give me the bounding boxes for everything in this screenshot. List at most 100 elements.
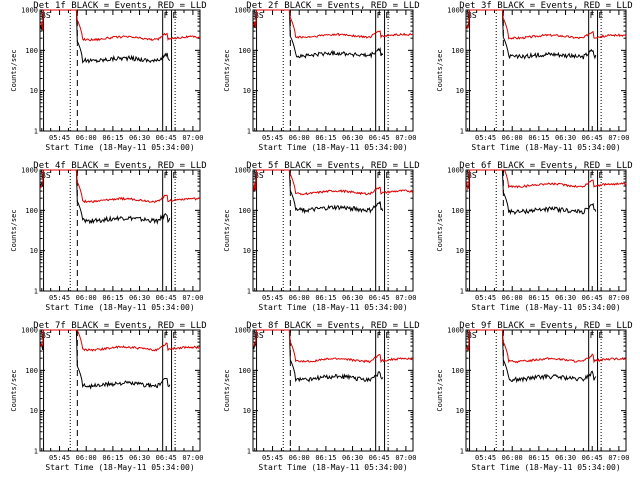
x-tick-label: 05:45 [49,454,70,462]
x-tick-label: 06:45 [582,134,603,142]
events-series-line [39,169,171,225]
x-tick-label: 06:30 [342,134,363,142]
y-tick-label: 1 [34,128,38,136]
x-tick-label: 06:30 [129,134,150,142]
events-series-line [252,329,384,383]
x-tick-label: 06:00 [289,294,310,302]
x-tick-label: 05:45 [262,454,283,462]
plot-title: Det 8f BLACK = Events, RED = LLD [246,321,419,331]
x-tick-label: 06:00 [289,134,310,142]
x-tick-label: 06:45 [369,454,390,462]
marker-label: E [173,171,178,180]
detector-plot: Det 3f BLACK = Events, RED = LLD 1 10 100 10… [436,1,633,152]
detector-plot: Det 5f BLACK = Events, RED = LLD 1 10 100 10… [223,161,420,312]
events-series-line [39,329,171,390]
x-tick-label: 05:45 [475,454,496,462]
x-axis-label: Start Time (18-May-11 05:34:00) [45,303,194,312]
y-tick-label: 1 [460,288,464,296]
x-tick-label: 06:15 [102,454,123,462]
y-tick-label: 100 [451,207,464,215]
marker-label: F [377,11,382,20]
y-tick-label: 10 [456,407,464,415]
marker-label: F [377,171,382,180]
marker-label: F [164,331,169,340]
plot-title: Det 4f BLACK = Events, RED = LLD [33,161,206,171]
x-axis-label: Start Time (18-May-11 05:34:00) [471,303,620,312]
x-tick-label: 06:45 [156,294,177,302]
marker-label: BS [41,11,51,20]
x-axis-label: Start Time (18-May-11 05:34:00) [258,143,407,152]
marker-label: BS [467,331,477,340]
plot-frame [252,9,414,132]
detector-plot: Det 9f BLACK = Events, RED = LLD 1 10 100 10… [436,321,633,472]
x-tick-label: 07:00 [182,454,203,462]
x-tick-label: 06:45 [582,294,603,302]
x-tick-label: 06:00 [76,454,97,462]
x-axis-label: Start Time (18-May-11 05:34:00) [471,143,620,152]
x-tick-label: 05:45 [475,294,496,302]
marker-label: BS [41,331,51,340]
plot-frame [465,169,627,292]
y-tick-label: 1000 [447,327,464,335]
y-tick-label: 10 [243,247,251,255]
x-axis-label: Start Time (18-May-11 05:34:00) [45,143,194,152]
lld-series-line [465,329,627,364]
events-series-line [252,9,384,59]
x-tick-label: 07:00 [395,294,416,302]
x-tick-label: 07:00 [395,454,416,462]
y-tick-label: 100 [238,367,251,375]
x-tick-label: 07:00 [608,454,629,462]
y-tick-label: 10 [243,87,251,95]
y-tick-label: 1000 [447,7,464,15]
detector-plot: Det 6f BLACK = Events, RED = LLD 1 10 100 10… [436,161,633,312]
plot-title: Det 1f BLACK = Events, RED = LLD [33,1,206,11]
plot-title: Det 2f BLACK = Events, RED = LLD [246,1,419,11]
marker-label: E [173,331,178,340]
x-tick-label: 06:15 [528,134,549,142]
x-tick-label: 06:15 [315,294,336,302]
y-tick-label: 10 [456,247,464,255]
y-axis-label: Counts/sec [436,49,444,91]
plot-frame [252,329,414,452]
x-tick-label: 06:45 [369,294,390,302]
events-series-line [465,169,597,216]
x-tick-label: 06:15 [102,294,123,302]
x-tick-label: 06:00 [502,294,523,302]
y-axis-label: Counts/sec [223,209,231,251]
marker-label: BS [467,171,477,180]
lld-series-line [39,329,201,352]
x-tick-label: 06:00 [76,134,97,142]
lld-series-line [252,169,414,196]
plot-frame [39,329,201,452]
y-tick-label: 100 [25,47,38,55]
plot-title: Det 6f BLACK = Events, RED = LLD [459,161,632,171]
x-tick-label: 06:30 [555,454,576,462]
x-tick-label: 06:45 [156,454,177,462]
y-tick-label: 10 [456,87,464,95]
y-tick-label: 1 [247,448,251,456]
x-tick-label: 06:45 [156,134,177,142]
plot-frame [39,169,201,292]
events-series-line [465,9,597,60]
y-axis-label: Counts/sec [436,369,444,411]
detector-plot: Det 2f BLACK = Events, RED = LLD 1 10 100 10… [223,1,420,152]
marker-label: E [599,171,604,180]
x-tick-label: 06:15 [102,134,123,142]
y-tick-label: 1000 [447,167,464,175]
y-tick-label: 100 [238,207,251,215]
lld-series-line [252,9,414,39]
x-tick-label: 05:45 [475,134,496,142]
marker-label: F [164,11,169,20]
y-tick-label: 1 [247,288,251,296]
marker-label: E [599,331,604,340]
y-axis-label: Counts/sec [10,49,18,91]
x-tick-label: 06:30 [129,454,150,462]
lld-series-line [40,169,201,204]
x-tick-label: 05:45 [262,294,283,302]
x-tick-label: 06:15 [528,454,549,462]
marker-label: BS [467,11,477,20]
x-tick-label: 06:30 [129,294,150,302]
x-tick-label: 06:30 [342,294,363,302]
x-axis-label: Start Time (18-May-11 05:34:00) [471,463,620,472]
